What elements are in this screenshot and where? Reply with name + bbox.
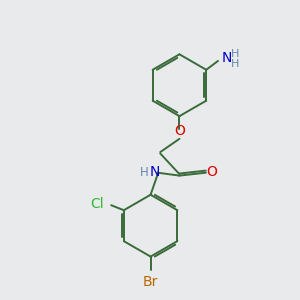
Text: Br: Br <box>143 275 158 289</box>
Text: O: O <box>174 124 185 138</box>
Text: N: N <box>150 165 160 179</box>
Text: Cl: Cl <box>91 197 104 211</box>
Text: H: H <box>140 166 148 178</box>
Text: H: H <box>231 59 239 69</box>
Text: N: N <box>222 51 232 65</box>
Text: H: H <box>231 49 239 59</box>
Text: O: O <box>206 165 217 179</box>
